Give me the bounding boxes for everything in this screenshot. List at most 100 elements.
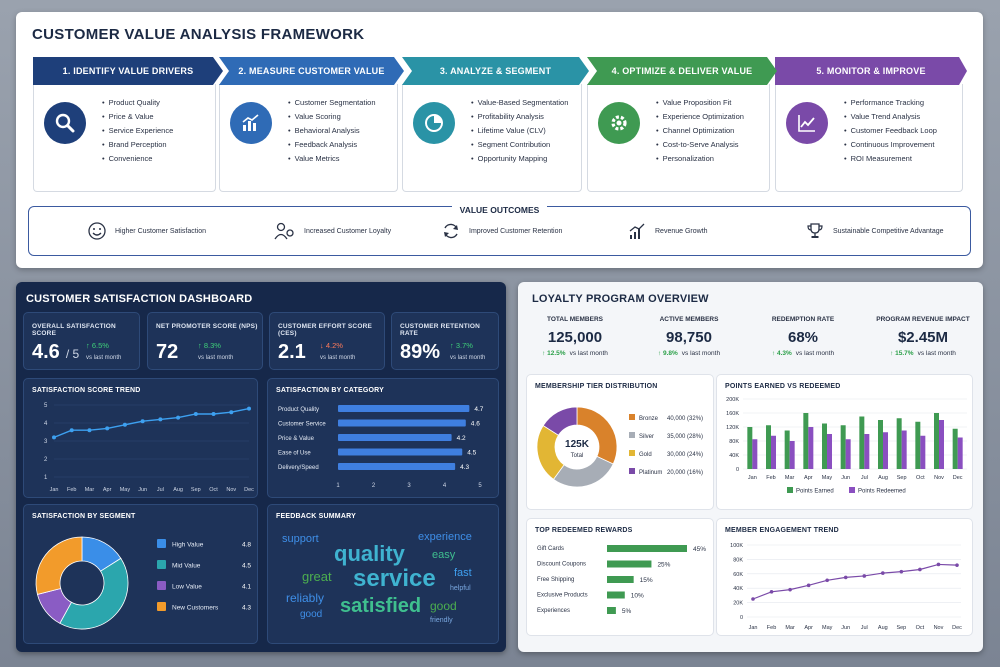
x-tick-label: Jun bbox=[138, 487, 147, 493]
satisfaction-trend-panel: SATISFACTION SCORE TREND 1 2 3 4 5 Jan Feb Mar A… bbox=[23, 378, 258, 498]
outcome-label: Increased Customer Loyalty bbox=[304, 227, 392, 235]
satisfaction-dashboard-title: CUSTOMER SATISFACTION DASHBOARD bbox=[26, 293, 253, 305]
earned-bar bbox=[859, 416, 865, 469]
step-card-4: Value Proposition FitExperience Optimiza… bbox=[587, 84, 770, 192]
x-tick-label: Jan bbox=[749, 625, 758, 631]
category-bar bbox=[338, 419, 466, 427]
outcome-5: Sustainable Competitive Advantage bbox=[805, 221, 944, 241]
redeemed-bar bbox=[864, 434, 870, 469]
points-chart: 0 40K 80K 120K 160K 200K Jan Feb Mar Apr May Jun Jul… bbox=[726, 397, 967, 495]
legend-label: Bronze bbox=[639, 416, 659, 422]
category-value: 4.7 bbox=[474, 406, 483, 413]
word-cloud-term: experience bbox=[418, 531, 472, 543]
kpi-value-text: 72 bbox=[156, 341, 179, 363]
step-item: Opportunity Mapping bbox=[471, 152, 568, 166]
loyalty-kpi-vs: vs last month bbox=[569, 350, 608, 357]
y-tick-label: 160K bbox=[726, 411, 739, 417]
word-cloud-term: service bbox=[353, 565, 436, 592]
loyalty-kpi: REDEMPTION RATE 68% ↑ 4.3% vs last month bbox=[748, 316, 858, 357]
framework-card: CUSTOMER VALUE ANALYSIS FRAMEWORK 1. IDE… bbox=[16, 12, 983, 268]
legend-label: Mid Value bbox=[172, 563, 201, 570]
loyalty-kpi-value: 68% bbox=[787, 329, 819, 346]
kpi-vs-label: vs last month bbox=[320, 355, 356, 361]
framework-title: CUSTOMER VALUE ANALYSIS FRAMEWORK bbox=[32, 26, 365, 43]
category-label: Customer Service bbox=[278, 422, 326, 428]
step-list-5: Performance TrackingValue Trend Analysis… bbox=[844, 96, 937, 166]
step-header-1[interactable]: 1. IDENTIFY VALUE DRIVERS bbox=[33, 57, 223, 85]
step-header-4[interactable]: 4. OPTIMIZE & DELIVER VALUE bbox=[587, 57, 777, 85]
satisfaction-trend-chart: 1 2 3 4 5 Jan Feb Mar Apr May Jun Jul Aug Sep Oct Nov De… bbox=[44, 403, 254, 493]
kpi-value: 4.6 / 5 bbox=[32, 341, 79, 364]
legend-value: 40,000 (32%) bbox=[667, 416, 703, 422]
y-tick-label: 2 bbox=[44, 457, 48, 463]
outcome-4: Revenue Growth bbox=[627, 221, 708, 241]
category-label: Price & Value bbox=[278, 436, 315, 442]
x-tick-label: Nov bbox=[226, 487, 236, 493]
trend-point bbox=[52, 435, 56, 440]
category-value: 4.5 bbox=[467, 450, 476, 457]
step-header-3[interactable]: 3. ANALYZE & SEGMENT bbox=[402, 57, 589, 85]
x-tick-label: May bbox=[822, 625, 833, 631]
engagement-point bbox=[843, 575, 848, 580]
kpi-card: CUSTOMER EFFORT SCORE (CES) 2.1 ↓ 4.2% vs l… bbox=[269, 312, 385, 370]
x-tick-label: May bbox=[822, 475, 833, 481]
legend-swatch bbox=[629, 468, 635, 474]
loyalty-program-card: LOYALTY PROGRAM OVERVIEW TOTAL MEMBERS 12… bbox=[518, 282, 983, 652]
bar-chart-icon bbox=[230, 102, 272, 144]
legend-swatch bbox=[629, 450, 635, 456]
step-item: Price & Value bbox=[102, 110, 173, 124]
kpi-card: CUSTOMER RETENTION RATE 89% ↑ 3.7% vs last … bbox=[391, 312, 499, 370]
y-tick-label: 100K bbox=[730, 543, 743, 549]
kpi-value-text: 2.1 bbox=[278, 341, 306, 363]
legend-label: Silver bbox=[639, 434, 654, 440]
reward-bar bbox=[607, 591, 625, 599]
earned-bar bbox=[822, 423, 827, 469]
rewards-chart: Gift Cards 45% Discount Coupons 25% Free Shi… bbox=[537, 545, 706, 615]
reward-value: 25% bbox=[657, 562, 670, 569]
loyalty-kpi-delta: ↑ 4.3% vs last month bbox=[748, 350, 858, 357]
trend-point bbox=[105, 426, 110, 431]
kpi-value: 2.1 bbox=[278, 341, 306, 364]
x-tick-label: Mar bbox=[85, 487, 95, 493]
engagement-point bbox=[936, 562, 941, 567]
step-header-2[interactable]: 2. MEASURE CUSTOMER VALUE bbox=[219, 57, 404, 85]
satisfaction-dashboard: CUSTOMER SATISFACTION DASHBOARD OVERALL … bbox=[16, 282, 506, 652]
engagement-chart: 0 20K 40K 60K 80K 100K Jan Feb Mar Apr May Jun Jul Au… bbox=[730, 543, 962, 631]
points-panel: POINTS EARNED VS REDEEMED 0 40K 80K 120K 160… bbox=[716, 374, 973, 510]
word-cloud-term: fast bbox=[454, 567, 472, 579]
engagement-point bbox=[806, 583, 811, 588]
reward-bar bbox=[607, 607, 616, 614]
step-card-1: Product QualityPrice & ValueService Expe… bbox=[33, 84, 216, 192]
kpi-vs-label: vs last month bbox=[198, 355, 234, 361]
tier-distribution-chart: 125K Total Bronze 40,000 (32%) Silver 35,000 … bbox=[536, 406, 703, 488]
loyalty-kpi-label: ACTIVE MEMBERS bbox=[659, 316, 719, 323]
redeemed-bar bbox=[957, 437, 963, 469]
word-cloud: support experience quality easy great service… bbox=[268, 523, 500, 643]
step-item: Convenience bbox=[102, 152, 173, 166]
pie-chart-icon bbox=[413, 102, 455, 144]
earned-bar bbox=[915, 421, 921, 469]
earned-bar bbox=[840, 425, 846, 469]
word-cloud-term: helpful bbox=[450, 585, 471, 592]
people-icon bbox=[274, 221, 304, 241]
x-tick-label: Nov bbox=[934, 475, 944, 481]
y-tick-label: 1 bbox=[44, 475, 48, 481]
engagement-point bbox=[918, 567, 922, 572]
trend-point bbox=[158, 417, 163, 422]
loyalty-kpi-value: $2.45M bbox=[897, 329, 949, 346]
earned-bar bbox=[934, 413, 939, 469]
step-header-5[interactable]: 5. MONITOR & IMPROVE bbox=[775, 57, 967, 85]
x-tick-label: Nov bbox=[934, 625, 944, 631]
legend-value: 35,000 (28%) bbox=[667, 434, 703, 440]
x-tick-label: Jul bbox=[157, 487, 164, 493]
loyalty-kpi-delta-value: ↑ 15.7% bbox=[890, 350, 914, 357]
kpi-delta: ↓ 4.2% bbox=[320, 341, 343, 350]
search-icon bbox=[44, 102, 86, 144]
refresh-icon bbox=[441, 221, 469, 241]
earned-bar bbox=[878, 420, 883, 469]
outcome-2: Increased Customer Loyalty bbox=[274, 221, 391, 241]
word-cloud-term: easy bbox=[432, 549, 456, 561]
reward-label: Exclusive Products bbox=[537, 593, 588, 599]
step-list-1: Product QualityPrice & ValueService Expe… bbox=[102, 96, 174, 166]
y-tick-label: 4 bbox=[44, 421, 48, 427]
